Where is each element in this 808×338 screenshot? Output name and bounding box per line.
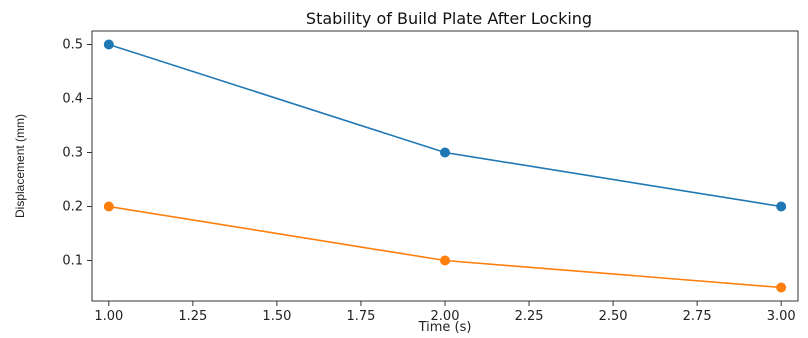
y-tick-label: 0.3 xyxy=(62,146,83,161)
x-axis-label: Time (s) xyxy=(418,320,472,335)
series-2-point xyxy=(776,282,787,293)
series-2-point xyxy=(103,201,114,212)
x-axis: 1.00 1.25 1.50 1.75 2.00 2.25 2.50 2.75 3.00 xyxy=(94,301,796,324)
x-tick-label: 2.50 xyxy=(599,309,628,324)
x-tick-label: 3.00 xyxy=(767,309,796,324)
y-axis: 0.1 0.2 0.3 0.4 0.5 xyxy=(62,38,92,269)
x-tick-label: 1.25 xyxy=(178,309,207,324)
y-axis-label: Displacement (mm) xyxy=(13,114,27,218)
y-tick-label: 0.2 xyxy=(62,200,83,215)
series-line-1 xyxy=(108,43,782,208)
series-1-point xyxy=(440,147,450,158)
x-tick-label: 2.00 xyxy=(431,309,460,324)
x-tick-label: 1.75 xyxy=(346,309,375,324)
x-tick-label: 2.25 xyxy=(515,309,544,324)
y-tick-label: 0.4 xyxy=(62,92,83,107)
series-1-point xyxy=(103,39,114,50)
x-tick-label: 2.75 xyxy=(683,309,712,324)
y-tick-label: 0.5 xyxy=(62,38,83,53)
x-tick-label: 1.50 xyxy=(262,309,291,324)
series-1-point xyxy=(776,201,787,212)
series-2-point xyxy=(440,255,450,266)
x-tick-label: 1.00 xyxy=(94,309,123,324)
chart-title: Stability of Build Plate After Locking xyxy=(306,9,592,28)
series-layer xyxy=(103,39,787,293)
y-tick-label: 0.1 xyxy=(62,254,83,269)
series-line-2 xyxy=(108,205,782,289)
